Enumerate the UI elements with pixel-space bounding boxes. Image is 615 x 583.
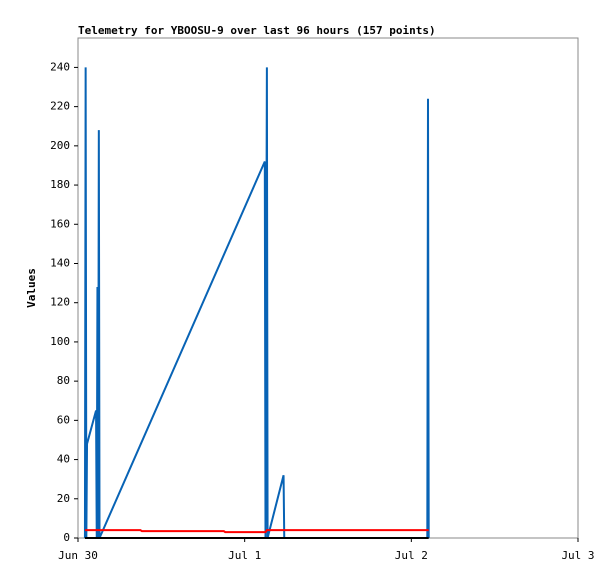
- y-axis-label: Values: [25, 268, 38, 308]
- y-tick-label: 240: [50, 60, 70, 73]
- y-tick-label: 120: [50, 296, 70, 309]
- y-tick-label: 160: [50, 217, 70, 230]
- x-tick-label: Jun 30: [58, 549, 98, 562]
- x-tick-label: Jul 2: [395, 549, 428, 562]
- y-tick-label: 220: [50, 100, 70, 113]
- y-tick-label: 40: [57, 453, 70, 466]
- x-tick-label: Jul 1: [228, 549, 261, 562]
- series-line: [84, 529, 429, 534]
- x-tick-label: Jul 3: [561, 549, 594, 562]
- y-tick-label: 60: [57, 413, 70, 426]
- chart-title: Telemetry for YBOOSU-9 over last 96 hour…: [78, 24, 436, 37]
- y-tick-label: 200: [50, 139, 70, 152]
- y-tick-label: 80: [57, 374, 70, 387]
- y-tick-label: 0: [63, 531, 70, 544]
- y-tick-label: 100: [50, 335, 70, 348]
- y-tick-label: 20: [57, 492, 70, 505]
- y-tick-label: 180: [50, 178, 70, 191]
- y-tick-label: 140: [50, 256, 70, 269]
